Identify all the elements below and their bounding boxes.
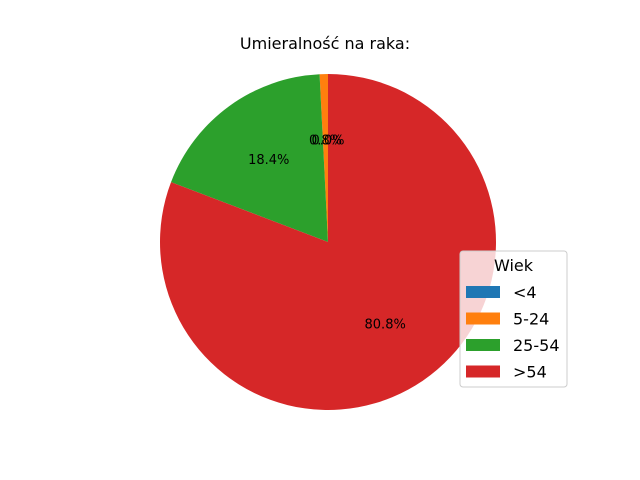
legend-swatch-2 [466, 312, 500, 325]
pie-slices [160, 74, 496, 411]
chart-title: Umieralność na raka: [240, 34, 410, 53]
legend: Wiek <4 5-24 25-54 >54 [459, 250, 568, 388]
legend-items: <4 5-24 25-54 >54 [466, 283, 560, 382]
pie-percent-label-2: 0.8% [309, 134, 342, 149]
pie-slice-4 [160, 74, 496, 411]
pie-slice-2 [319, 74, 328, 242]
legend-swatch-3 [466, 339, 500, 351]
pie-percent-label-1: 0.0% [311, 134, 344, 149]
legend-swatch-1 [466, 286, 500, 298]
pie-slice-3 [171, 74, 328, 242]
legend-label-2: 5-24 [513, 310, 549, 329]
legend-frame [459, 250, 568, 388]
legend-label-4: >54 [513, 363, 547, 382]
legend-swatch-4 [466, 365, 500, 378]
legend-label-3: 25-54 [513, 336, 560, 355]
pie-percent-label-4: 80.8% [365, 318, 406, 333]
legend-title: Wiek [494, 256, 534, 275]
pie-percent-labels: 0.0%0.8% 18.4% 80.8% [248, 134, 406, 333]
pie-percent-label-3: 18.4% [248, 153, 289, 168]
legend-label-1: <4 [513, 283, 537, 302]
